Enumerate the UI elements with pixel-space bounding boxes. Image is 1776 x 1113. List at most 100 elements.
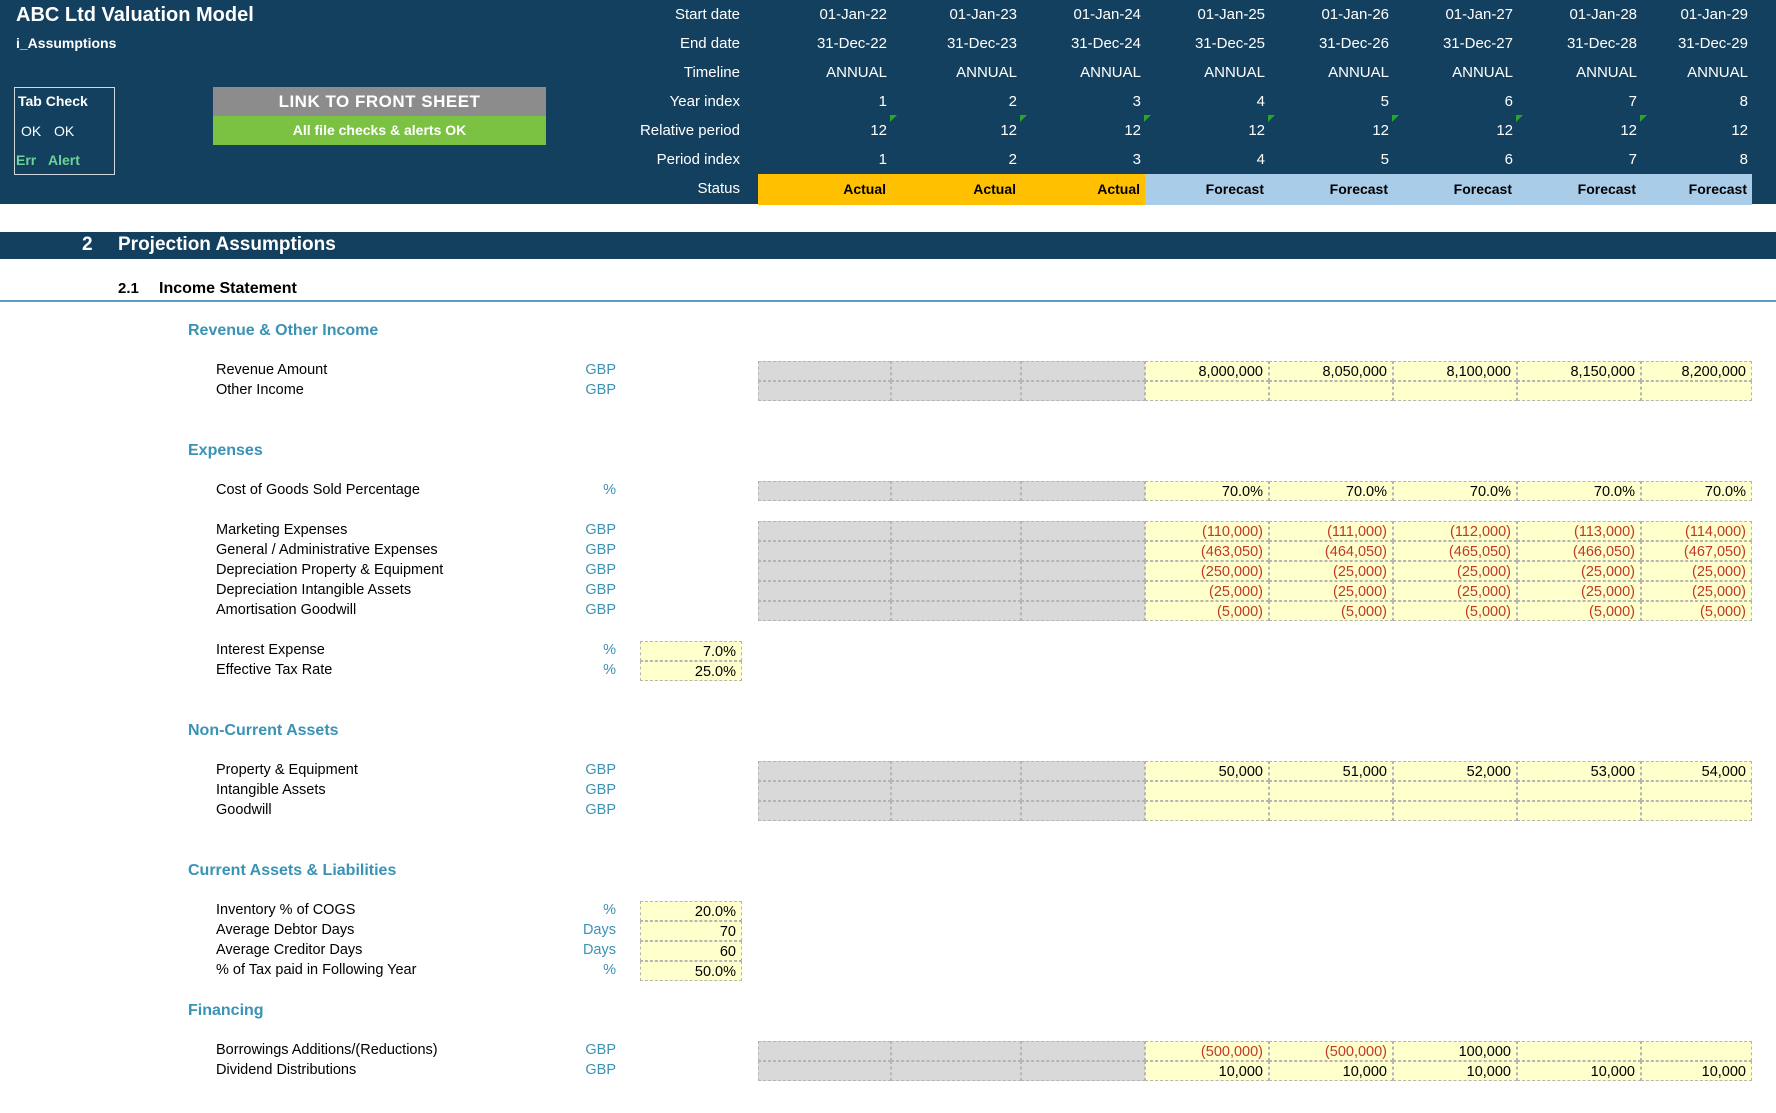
input-cell[interactable]: 70.0% [1641, 481, 1752, 501]
single-input-cell[interactable]: 70 [640, 921, 742, 941]
input-cell[interactable]: (113,000) [1517, 521, 1641, 541]
input-cell[interactable] [1393, 781, 1517, 801]
input-cell[interactable]: (25,000) [1517, 561, 1641, 581]
relative-period-value: 12 [1731, 122, 1748, 139]
row-unit: GBP [585, 362, 616, 378]
input-cell[interactable]: (25,000) [1269, 561, 1393, 581]
input-cell[interactable]: (467,050) [1641, 541, 1752, 561]
year-index-value: 2 [1008, 93, 1017, 110]
input-cell[interactable] [1145, 781, 1269, 801]
single-input-cell[interactable]: 60 [640, 941, 742, 961]
input-cell[interactable]: (25,000) [1641, 581, 1752, 601]
input-cell[interactable]: 10,000 [1393, 1061, 1517, 1081]
input-cell[interactable]: 8,150,000 [1517, 361, 1641, 381]
input-cell[interactable]: (25,000) [1145, 581, 1269, 601]
comment-indicator-icon[interactable] [1516, 115, 1523, 122]
input-cell[interactable]: 8,050,000 [1269, 361, 1393, 381]
actual-cell [758, 481, 891, 501]
input-cell[interactable] [1517, 381, 1641, 401]
input-cell[interactable]: 10,000 [1145, 1061, 1269, 1081]
input-cell[interactable]: (5,000) [1145, 601, 1269, 621]
input-cell[interactable] [1145, 381, 1269, 401]
input-cell[interactable] [1517, 1041, 1641, 1061]
group-financing: Financing [188, 1002, 264, 1019]
input-cell[interactable]: (110,000) [1145, 521, 1269, 541]
input-cell[interactable]: (25,000) [1269, 581, 1393, 601]
group-expenses: Expenses [188, 442, 263, 459]
end-date: 31-Dec-23 [946, 35, 1017, 52]
input-cell[interactable]: (5,000) [1393, 601, 1517, 621]
input-cell[interactable]: 8,200,000 [1641, 361, 1752, 381]
input-cell[interactable]: 8,000,000 [1145, 361, 1269, 381]
row-label: Average Creditor Days [216, 942, 363, 958]
actual-cell [758, 581, 891, 601]
comment-indicator-icon[interactable] [1268, 115, 1275, 122]
timeline-value: ANNUAL [826, 64, 887, 81]
input-cell[interactable]: (114,000) [1641, 521, 1752, 541]
input-cell[interactable] [1641, 381, 1752, 401]
input-cell[interactable]: 10,000 [1517, 1061, 1641, 1081]
comment-indicator-icon[interactable] [1392, 115, 1399, 122]
input-cell[interactable]: (463,050) [1145, 541, 1269, 561]
input-cell[interactable]: (500,000) [1145, 1041, 1269, 1061]
input-cell[interactable]: (25,000) [1517, 581, 1641, 601]
single-input-cell[interactable]: 25.0% [640, 661, 742, 681]
status-cell: Forecast [1517, 174, 1641, 205]
input-cell[interactable]: 52,000 [1393, 761, 1517, 781]
actual-cell [891, 381, 1021, 401]
row-unit: GBP [585, 802, 616, 818]
input-cell[interactable]: (465,050) [1393, 541, 1517, 561]
input-cell[interactable]: (25,000) [1641, 561, 1752, 581]
link-to-front-sheet-button[interactable]: LINK TO FRONT SHEET [213, 87, 546, 116]
input-cell[interactable]: 50,000 [1145, 761, 1269, 781]
tab-check-ok: OK [21, 123, 42, 139]
input-cell[interactable]: (25,000) [1393, 561, 1517, 581]
input-cell[interactable] [1517, 801, 1641, 821]
input-cell[interactable]: 53,000 [1517, 761, 1641, 781]
input-cell[interactable]: (250,000) [1145, 561, 1269, 581]
input-cell[interactable]: 8,100,000 [1393, 361, 1517, 381]
input-cell[interactable]: 70.0% [1393, 481, 1517, 501]
input-cell[interactable] [1269, 801, 1393, 821]
input-cell[interactable]: 51,000 [1269, 761, 1393, 781]
actual-cell [1021, 781, 1145, 801]
actual-cell [1021, 1061, 1145, 1081]
input-cell[interactable]: 10,000 [1641, 1061, 1752, 1081]
input-cell[interactable]: 70.0% [1269, 481, 1393, 501]
input-cell[interactable]: (112,000) [1393, 521, 1517, 541]
input-cell[interactable]: 10,000 [1269, 1061, 1393, 1081]
single-input-cell[interactable]: 7.0% [640, 641, 742, 661]
input-cell[interactable]: 100,000 [1393, 1041, 1517, 1061]
input-cell[interactable] [1641, 781, 1752, 801]
input-cell[interactable] [1393, 381, 1517, 401]
start-date: 01-Jan-24 [1073, 6, 1141, 23]
single-input-cell[interactable]: 20.0% [640, 901, 742, 921]
input-cell[interactable] [1269, 781, 1393, 801]
input-cell[interactable]: (5,000) [1269, 601, 1393, 621]
input-cell[interactable]: (500,000) [1269, 1041, 1393, 1061]
actual-cell [1021, 541, 1145, 561]
input-cell[interactable] [1269, 381, 1393, 401]
input-cell[interactable]: (466,050) [1517, 541, 1641, 561]
comment-indicator-icon[interactable] [1020, 115, 1027, 122]
input-cell[interactable] [1641, 1041, 1752, 1061]
single-input-cell[interactable]: 50.0% [640, 961, 742, 981]
input-cell[interactable]: 54,000 [1641, 761, 1752, 781]
comment-indicator-icon[interactable] [890, 115, 897, 122]
input-cell[interactable]: 70.0% [1145, 481, 1269, 501]
input-cell[interactable] [1393, 801, 1517, 821]
input-cell[interactable]: (464,050) [1269, 541, 1393, 561]
relative-period-value: 12 [1496, 122, 1513, 139]
input-cell[interactable] [1641, 801, 1752, 821]
input-cell[interactable] [1145, 801, 1269, 821]
comment-indicator-icon[interactable] [1144, 115, 1151, 122]
input-cell[interactable]: (25,000) [1393, 581, 1517, 601]
input-cell[interactable] [1517, 781, 1641, 801]
start-date: 01-Jan-25 [1197, 6, 1265, 23]
input-cell[interactable]: (5,000) [1641, 601, 1752, 621]
input-cell[interactable]: 70.0% [1517, 481, 1641, 501]
input-cell[interactable]: (5,000) [1517, 601, 1641, 621]
comment-indicator-icon[interactable] [1640, 115, 1647, 122]
tab-check-ok: OK [54, 123, 75, 139]
input-cell[interactable]: (111,000) [1269, 521, 1393, 541]
